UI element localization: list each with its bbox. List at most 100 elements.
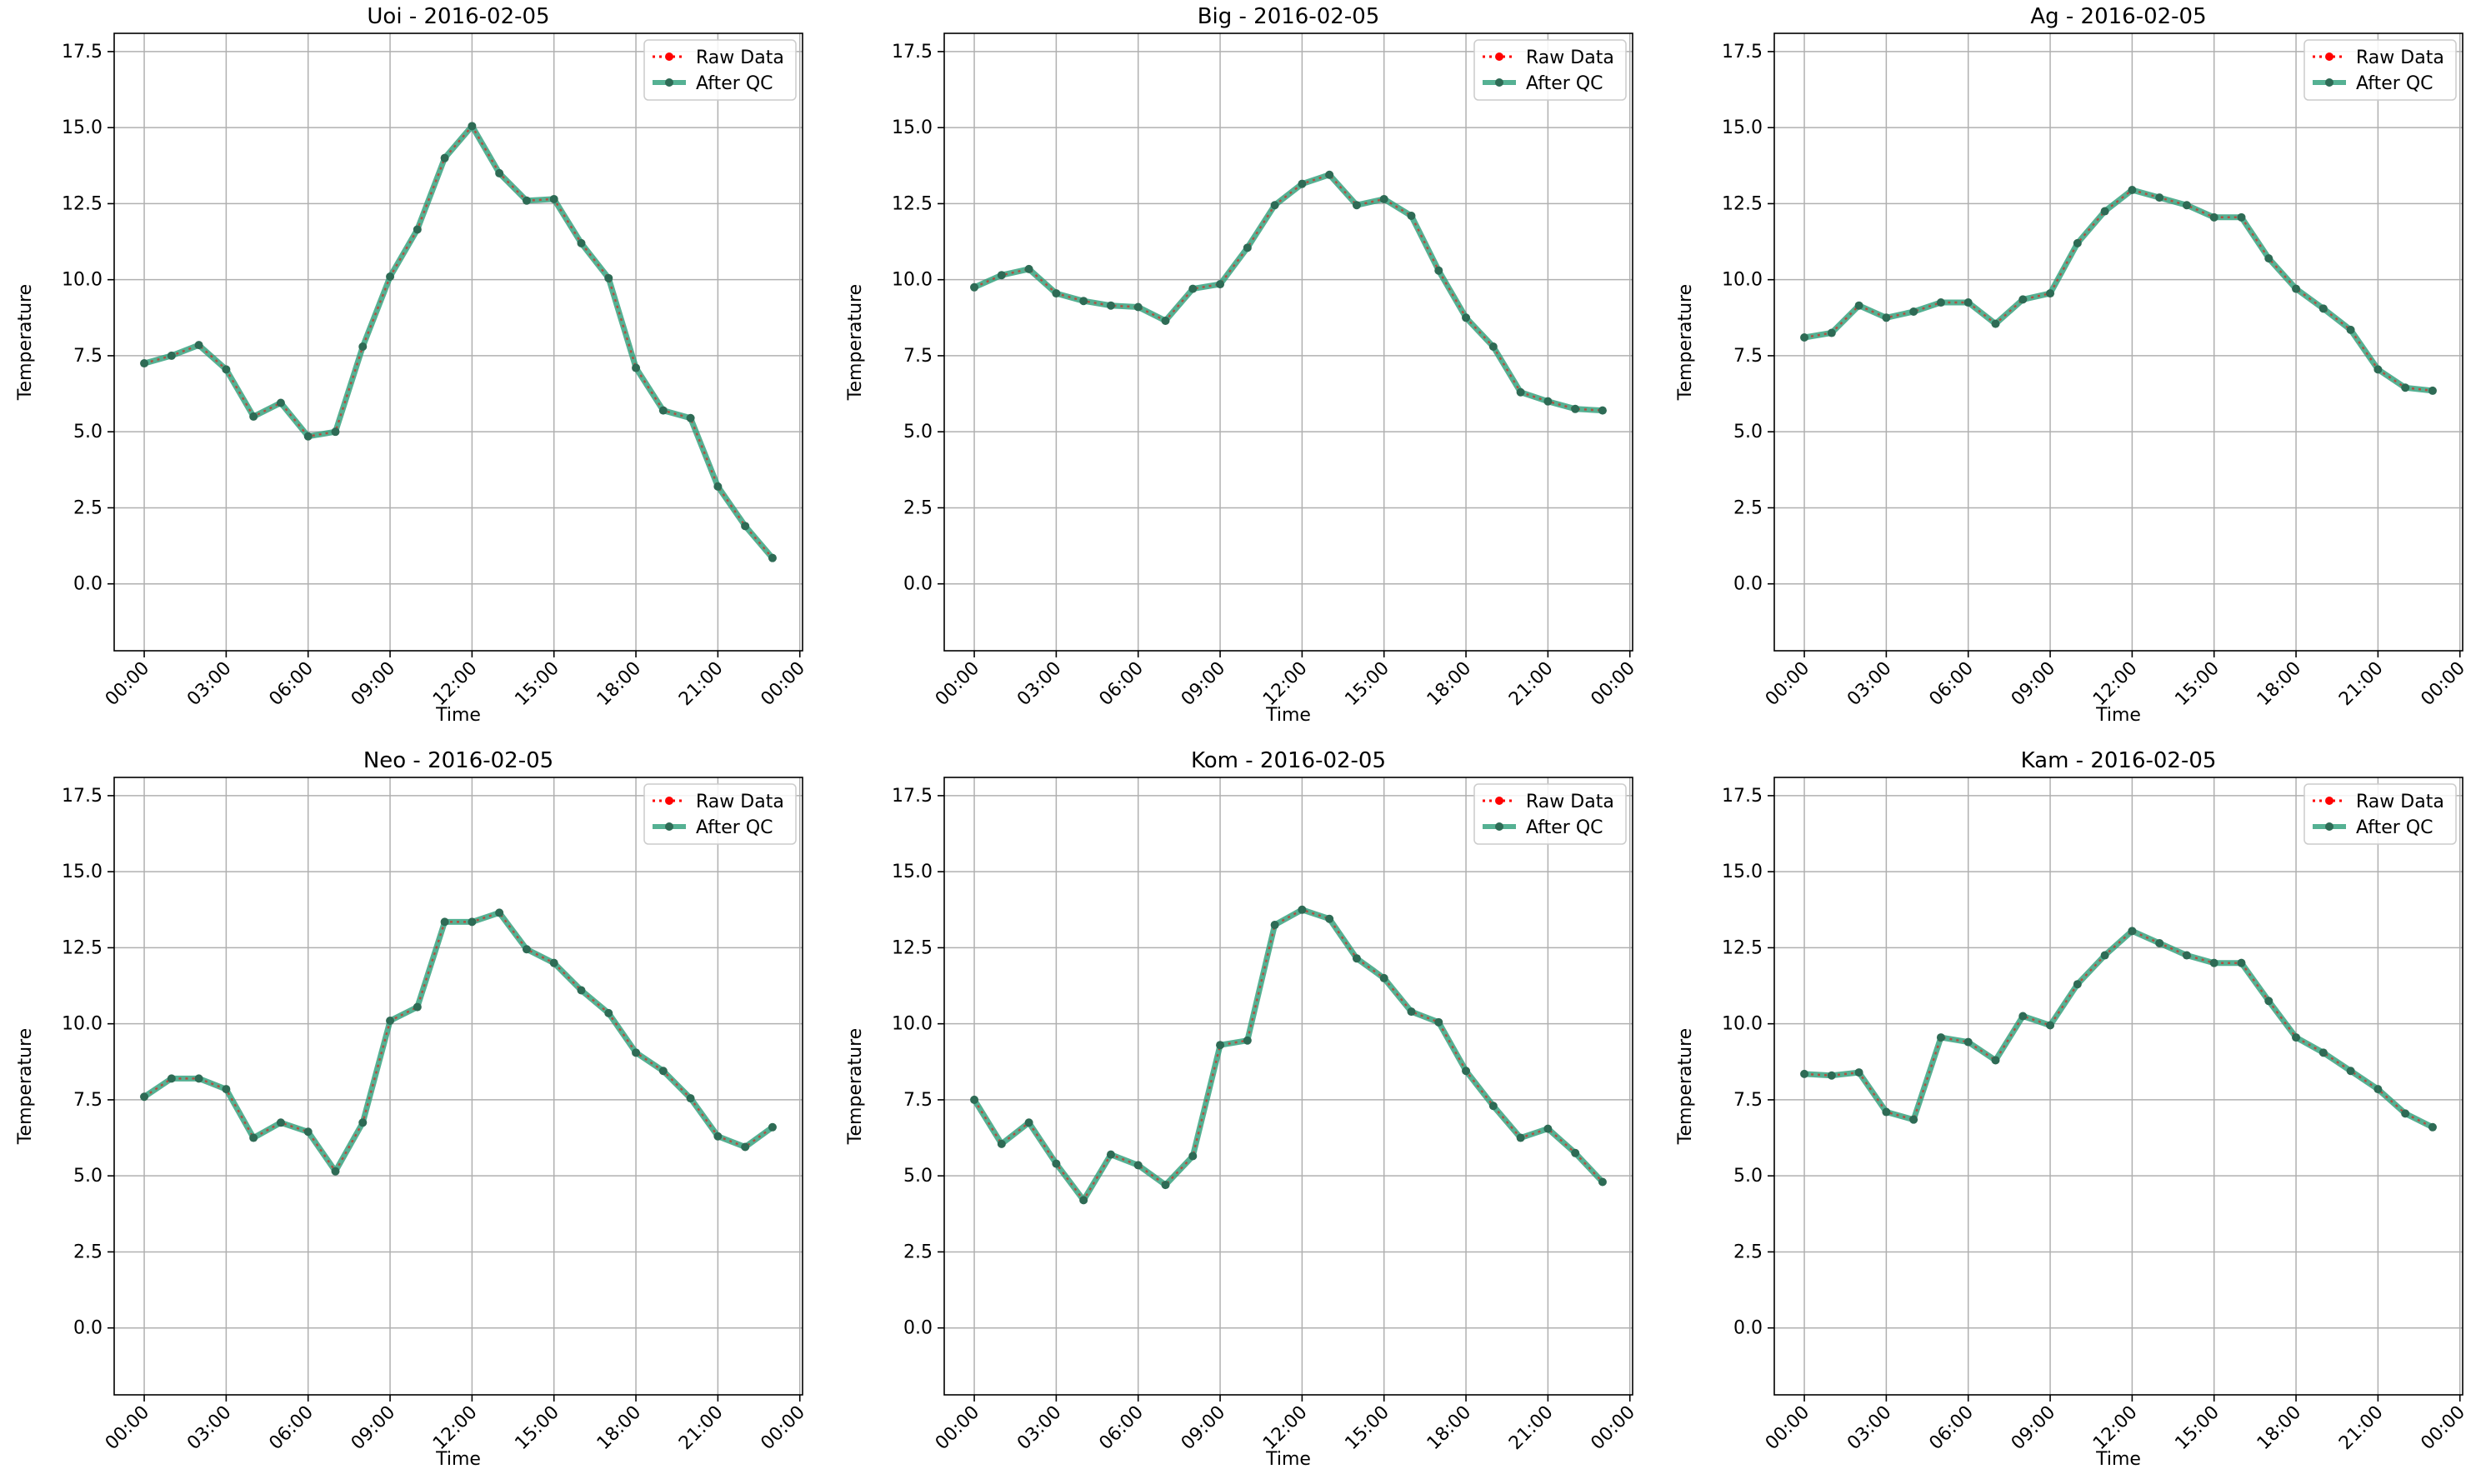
series-line-after-qc bbox=[1803, 927, 2434, 1130]
y-tick-label: 17.5 bbox=[1722, 786, 1763, 807]
x-tick-label: 21:00 bbox=[2335, 1402, 2388, 1455]
y-tick-label: 17.5 bbox=[892, 42, 933, 62]
data-point bbox=[2401, 1109, 2410, 1118]
data-point bbox=[1407, 1007, 1416, 1017]
data-point bbox=[741, 1142, 750, 1152]
y-tick-label: 2.5 bbox=[903, 1242, 933, 1262]
legend-label-raw: Raw Data bbox=[2356, 47, 2444, 68]
chart-panel: 0.0 2.5 5.0 7.5 10.0 12.5 15.0 17.5 00:00 03:00 06… bbox=[845, 748, 1639, 1470]
y-tick-label: 7.5 bbox=[903, 1090, 933, 1111]
data-point bbox=[1827, 328, 1836, 337]
x-tick-label: 09:00 bbox=[2008, 658, 2060, 711]
y-tick-label: 7.5 bbox=[73, 346, 103, 367]
x-tick-label: 15:00 bbox=[2171, 658, 2223, 711]
legend-raw-marker bbox=[2325, 52, 2333, 61]
data-point bbox=[2046, 289, 2055, 298]
data-point bbox=[2346, 325, 2355, 334]
y-tick-label: 2.5 bbox=[1733, 1242, 1763, 1262]
data-point bbox=[2318, 304, 2328, 313]
data-point bbox=[686, 413, 695, 422]
y-tick-label: 10.0 bbox=[1722, 270, 1763, 291]
x-tick-label: 21:00 bbox=[2335, 658, 2388, 711]
data-point bbox=[495, 908, 504, 917]
y-tick-label: 0.0 bbox=[73, 574, 103, 595]
legend-label-qc: After QC bbox=[2356, 73, 2433, 94]
x-tick-label: 21:00 bbox=[1505, 658, 1558, 711]
y-tick-label: 17.5 bbox=[892, 786, 933, 807]
y-tick-label: 7.5 bbox=[903, 346, 933, 367]
data-point bbox=[222, 365, 231, 374]
data-point bbox=[1827, 1071, 1836, 1080]
data-point bbox=[1106, 1150, 1115, 1159]
data-point bbox=[1854, 1068, 1863, 1077]
data-point bbox=[1571, 404, 1580, 413]
x-tick-label: 21:00 bbox=[1505, 1402, 1558, 1455]
legend-label-raw: Raw Data bbox=[1526, 47, 1614, 68]
y-tick-label: 2.5 bbox=[903, 497, 933, 518]
legend: Raw Data After QC bbox=[643, 39, 797, 101]
data-point bbox=[2373, 365, 2383, 374]
y-tick-label: 12.5 bbox=[1722, 193, 1763, 214]
data-point bbox=[1325, 170, 1334, 179]
data-point bbox=[1298, 905, 1307, 914]
data-point bbox=[741, 522, 750, 531]
y-tick-label: 7.5 bbox=[1733, 1090, 1763, 1111]
data-point bbox=[2264, 254, 2273, 263]
series-line-after-qc bbox=[972, 907, 1605, 1203]
x-tick-label: 09:00 bbox=[348, 658, 400, 711]
legend-raw-marker bbox=[1495, 797, 1503, 805]
x-tick-label: 06:00 bbox=[265, 1402, 318, 1455]
data-point bbox=[1543, 397, 1553, 406]
y-tick-label: 10.0 bbox=[1722, 1014, 1763, 1035]
legend-qc-marker bbox=[1495, 822, 1503, 831]
y-tick-label: 0.0 bbox=[903, 1318, 933, 1339]
y-tick-label: 0.0 bbox=[73, 1318, 103, 1339]
chart-title: Neo - 2016-02-05 bbox=[363, 748, 553, 773]
data-point bbox=[997, 1139, 1006, 1148]
data-point bbox=[1963, 1037, 1973, 1047]
y-tick-label: 10.0 bbox=[62, 270, 103, 291]
data-point bbox=[413, 1002, 422, 1012]
data-point bbox=[2264, 997, 2273, 1006]
y-tick-label: 15.0 bbox=[1722, 117, 1763, 138]
series-line-after-qc bbox=[973, 172, 1603, 414]
data-point bbox=[2401, 383, 2410, 392]
data-point bbox=[331, 427, 340, 437]
data-point bbox=[495, 168, 504, 177]
data-point bbox=[1024, 264, 1033, 273]
y-tick-label: 12.5 bbox=[892, 937, 933, 958]
data-point bbox=[768, 1122, 777, 1132]
data-point bbox=[1379, 194, 1388, 203]
legend-label-raw: Raw Data bbox=[696, 47, 784, 68]
data-point bbox=[1882, 1107, 1891, 1117]
x-tick-label: 06:00 bbox=[1925, 658, 1978, 711]
x-tick-label: 15:00 bbox=[511, 1402, 563, 1455]
x-tick-label: 15:00 bbox=[511, 658, 563, 711]
series-line-raw-data bbox=[143, 911, 773, 1174]
x-tick-label: 00:00 bbox=[1587, 658, 1639, 711]
data-point bbox=[2292, 284, 2301, 293]
x-tick-label: 15:00 bbox=[1341, 658, 1393, 711]
y-tick-label: 5.0 bbox=[1733, 1166, 1763, 1187]
y-axis-label: Temperature bbox=[15, 284, 36, 401]
data-point bbox=[276, 398, 285, 407]
data-point bbox=[2128, 927, 2137, 936]
x-tick-label: 18:00 bbox=[2253, 1402, 2306, 1455]
data-point bbox=[1216, 1041, 1225, 1050]
data-point bbox=[970, 1095, 979, 1104]
data-point bbox=[140, 1092, 149, 1102]
x-tick-label: 03:00 bbox=[1013, 658, 1066, 711]
x-tick-label: 00:00 bbox=[757, 658, 809, 711]
data-point bbox=[2318, 1048, 2328, 1057]
x-tick-label: 09:00 bbox=[1178, 658, 1230, 711]
data-point bbox=[1936, 1033, 1945, 1042]
x-tick-label: 15:00 bbox=[1341, 1402, 1393, 1455]
data-point bbox=[194, 1074, 203, 1083]
data-point bbox=[1188, 284, 1198, 293]
x-tick-label: 06:00 bbox=[265, 658, 318, 711]
data-point bbox=[2073, 238, 2082, 247]
data-point bbox=[2128, 185, 2137, 194]
data-point bbox=[522, 196, 531, 205]
data-point bbox=[2428, 1122, 2437, 1132]
